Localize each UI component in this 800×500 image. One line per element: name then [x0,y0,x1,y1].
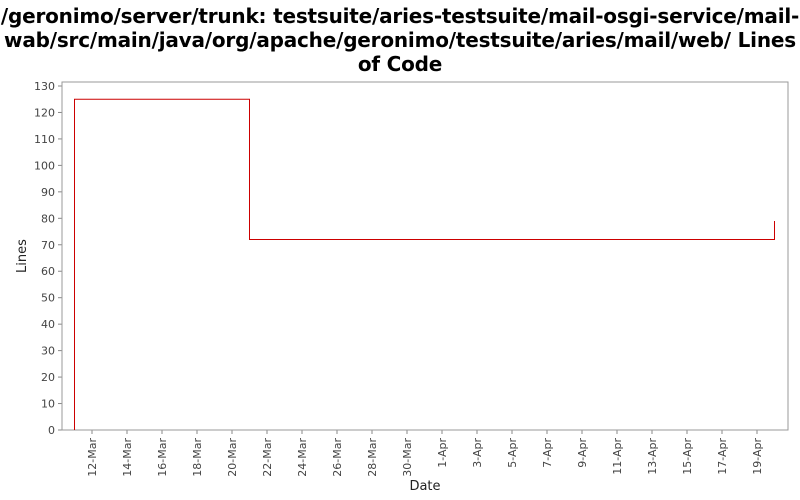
y-tick-label: 130 [34,80,55,93]
x-tick-label: 16-Mar [156,438,169,477]
x-tick-label: 13-Apr [646,438,659,475]
x-tick-label: 3-Apr [471,438,484,468]
y-tick-label: 60 [41,265,55,278]
series-line-0 [74,98,775,430]
y-tick-label: 110 [34,133,55,146]
chart-title: /geronimo/server/trunk: testsuite/aries-… [0,4,800,76]
y-axis: 0 10 20 30 40 50 60 70 80 90 100 110 120 130 [34,80,62,437]
y-tick-label: 10 [41,398,55,411]
x-tick-label: 12-Mar [86,438,99,477]
plot-frame [61,81,789,431]
x-tick-label: 1-Apr [436,438,449,468]
y-tick-label: 40 [41,318,55,331]
y-tick-label: 30 [41,345,55,358]
x-tick-label: 26-Mar [331,438,344,477]
x-tick-label: 5-Apr [506,438,519,468]
x-tick-label: 18-Mar [191,438,204,477]
x-tick-label: 24-Mar [296,438,309,477]
x-tick-label: 28-Mar [366,438,379,477]
x-tick-label: 17-Apr [716,438,729,475]
y-tick-label: 0 [48,424,55,437]
x-tick-label: 7-Apr [541,438,554,468]
y-tick-label: 90 [41,186,55,199]
y-tick-label: 80 [41,212,55,225]
x-tick-label: 20-Mar [226,438,239,477]
y-tick-label: 70 [41,239,55,252]
x-tick-label: 15-Apr [681,438,694,475]
x-tick-label: 9-Apr [576,438,589,468]
y-tick-label: 100 [34,159,55,172]
plot-area [61,81,789,431]
y-tick-label: 120 [34,106,55,119]
x-tick-label: 30-Mar [401,438,414,477]
x-tick-label: 19-Apr [751,438,764,475]
x-tick-label: 14-Mar [121,438,134,477]
x-axis-label: Date [409,479,440,494]
x-tick-label: 22-Mar [261,438,274,477]
y-tick-label: 20 [41,371,55,384]
y-tick-label: 50 [41,292,55,305]
y-axis-label: Lines [15,239,30,273]
x-axis: 12-Mar 14-Mar 16-Mar 18-Mar 20-Mar 22-Mar 24-M… [86,430,764,477]
x-tick-label: 11-Apr [611,438,624,475]
